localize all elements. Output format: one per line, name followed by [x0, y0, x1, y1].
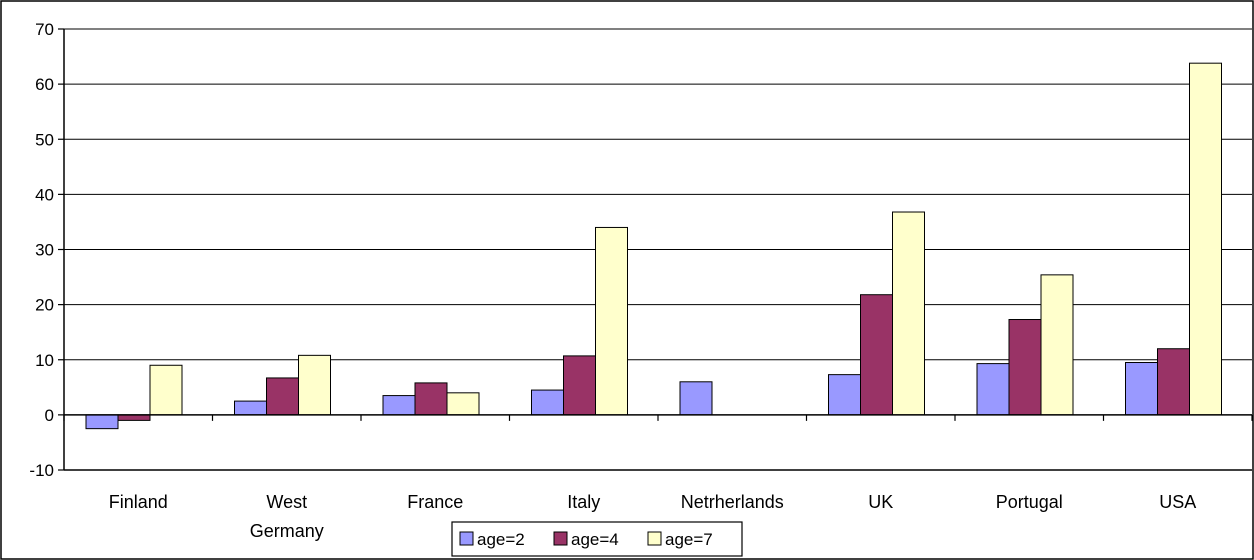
bar-age-2	[828, 374, 861, 416]
x-category-label: Portugal	[996, 492, 1063, 512]
bar-age-2	[234, 400, 267, 416]
x-category-label: Finland	[109, 492, 168, 512]
bar-age-4	[1008, 319, 1042, 416]
bar-age-7	[595, 226, 628, 416]
bar-age-7	[1040, 274, 1074, 416]
bar-age-4	[1157, 348, 1190, 416]
x-category-label: West Germany	[250, 492, 324, 541]
legend-swatch	[553, 531, 568, 546]
legend-label: age=2	[477, 530, 525, 549]
y-tick-label: 30	[35, 241, 54, 260]
y-tick-label: 20	[35, 296, 54, 315]
bar-age-2	[531, 389, 564, 416]
legend-swatch	[647, 531, 662, 546]
bar-age-2	[1125, 362, 1158, 416]
bar-age-7	[298, 354, 331, 416]
y-tick-label: 70	[35, 20, 54, 39]
bar-age-2	[976, 363, 1010, 416]
x-category-label: Netrherlands	[681, 492, 784, 512]
legend: age=2 age=4 age=7	[451, 521, 743, 557]
bar-age-2	[382, 395, 416, 416]
bar-age-4	[860, 294, 893, 416]
y-tick-label: 60	[35, 75, 54, 94]
x-category-label: USA	[1159, 492, 1196, 512]
legend-label: age=4	[571, 530, 619, 549]
bar-age-4	[414, 382, 448, 416]
bar-age-2	[679, 381, 713, 416]
bar-age-7	[1189, 62, 1222, 416]
x-category-label: Italy	[567, 492, 600, 512]
bar-age-7	[446, 392, 480, 416]
y-tick-label: 50	[35, 130, 54, 149]
x-category-label: UK	[868, 492, 893, 512]
bar-age-4	[266, 377, 299, 416]
y-tick-label: 10	[35, 351, 54, 370]
bar-age-4	[563, 355, 596, 416]
x-category-label: France	[407, 492, 463, 512]
bars	[85, 62, 1222, 430]
y-tick-label: -10	[29, 461, 54, 480]
bar-age-7	[149, 364, 183, 416]
legend-label: age=7	[665, 530, 713, 549]
labels: -10 0 10 20 30 40 50 60 70 Finland West Germany Fran…	[29, 20, 1196, 541]
bar-age-4	[117, 414, 151, 421]
legend-box	[451, 521, 743, 557]
legend-swatch	[459, 531, 474, 546]
bar-age-7	[892, 211, 925, 416]
bar-age-2	[85, 414, 119, 430]
axes	[58, 28, 1253, 471]
y-tick-label: 40	[35, 185, 54, 204]
y-tick-label: 0	[45, 406, 54, 425]
